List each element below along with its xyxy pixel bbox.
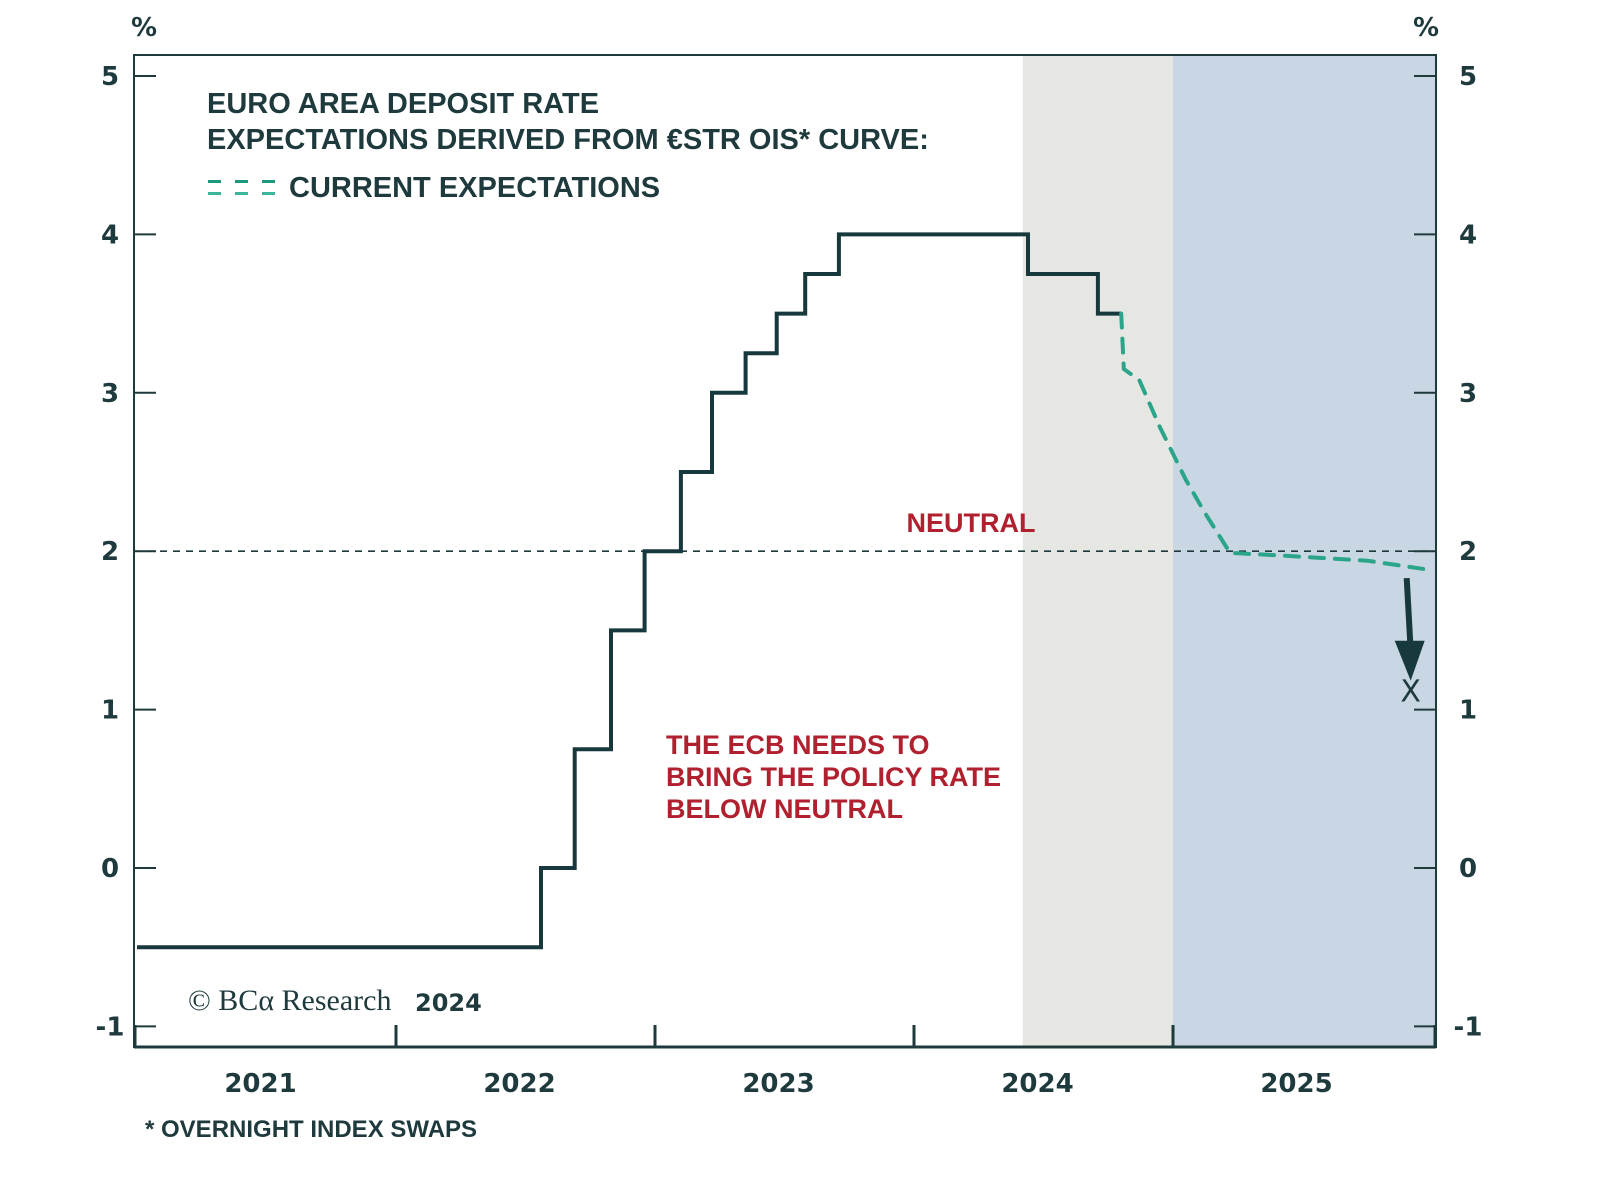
copyright-brand: © BCα Research: [188, 984, 391, 1017]
neutral-label: NEUTRAL: [906, 508, 1035, 538]
deposit-rate-line: [137, 232, 1122, 950]
legend-label: CURRENT EXPECTATIONS: [289, 172, 660, 204]
y-tick-label-right: 5: [1459, 62, 1477, 92]
ecb-note-line: BELOW NEUTRAL: [666, 794, 903, 824]
copyright-year: 2024: [415, 989, 482, 1017]
y-tick-label-left: 1: [101, 696, 119, 726]
y-tick-label-left: 3: [101, 379, 119, 409]
y-tick-label-right: 3: [1459, 379, 1477, 409]
y-axis-ticks: -1 -1 0 0 1 1 2 2 3 3 4 4 5 5: [96, 62, 1483, 1042]
arrow-down-icon: [1394, 640, 1425, 681]
y-tick-label-left: 4: [101, 220, 119, 250]
arrow-shaft: [1403, 577, 1414, 651]
x-tick-label: 2022: [483, 1069, 555, 1099]
y-tick-label-left: -1: [96, 1012, 125, 1042]
x-tick-label: 2025: [1260, 1069, 1332, 1099]
y-unit-left: %: [131, 13, 157, 43]
y-tick-label-left: 5: [101, 62, 119, 92]
x-tick-label: 2023: [742, 1069, 814, 1099]
y-tick-label-right: -1: [1454, 1012, 1483, 1042]
x-tick-label: 2021: [224, 1069, 296, 1099]
legend: CURRENT EXPECTATIONS: [208, 172, 660, 204]
footnote: * OVERNIGHT INDEX SWAPS: [145, 1116, 477, 1143]
y-tick-label-right: 4: [1459, 220, 1477, 250]
legend-dash-icon: [208, 180, 275, 195]
ecb-note-line: BRING THE POLICY RATE: [666, 762, 1001, 792]
series-group: [137, 232, 1434, 950]
ecb-note-line: THE ECB NEEDS TO: [666, 730, 930, 760]
y-tick-label-right: 0: [1459, 854, 1477, 884]
expectations-line: [1119, 311, 1434, 573]
y-unit-right: %: [1413, 13, 1439, 43]
y-tick-label-left: 0: [101, 854, 119, 884]
chart-title: EURO AREA DEPOSIT RATE: [207, 88, 599, 120]
x-tick-label: 2024: [1001, 1069, 1073, 1099]
y-tick-label-left: 2: [101, 537, 119, 567]
y-tick-label-right: 1: [1459, 696, 1477, 726]
target-marker: X: [1400, 674, 1421, 709]
y-tick-label-right: 2: [1459, 537, 1477, 567]
chart-subtitle: EXPECTATIONS DERIVED FROM €STR OIS* CURV…: [207, 124, 929, 156]
x-axis-ticks: 2021 2022 2023 2024 2025: [133, 1025, 1437, 1099]
